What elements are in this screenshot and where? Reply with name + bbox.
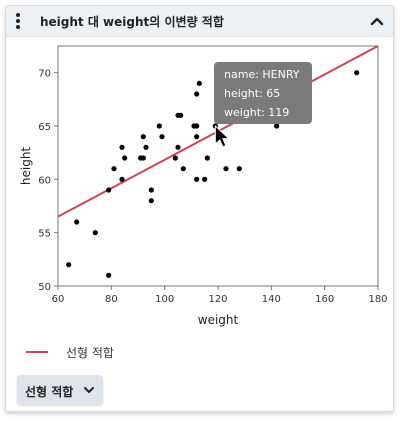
data-point[interactable] [204,155,210,161]
mouse-cursor-icon [214,124,231,148]
x-tick-label: 60 [52,294,65,305]
x-tick-label: 140 [262,294,281,305]
data-point[interactable] [74,219,80,225]
x-tick-label: 100 [155,294,174,305]
data-point[interactable] [119,144,125,150]
x-tick-label: 180 [368,294,387,305]
y-axis-label: height [19,147,33,186]
scatter-chart: 60 80 100 120 140 160 180 50 55 60 65 70 name: HENR… [19,45,388,327]
y-tick-label: 60 [38,175,51,186]
data-point[interactable] [106,187,112,193]
data-point[interactable] [159,134,165,140]
data-point[interactable] [140,155,146,161]
x-tick-label: 120 [208,294,227,305]
bivariate-fit-panel: height 대 weight의 이변량 적합 60 80 100 120 140 160… [5,5,394,412]
y-tick-label: 70 [38,69,51,80]
more-options-icon[interactable] [12,12,24,30]
data-point[interactable] [106,272,112,278]
data-point[interactable] [202,176,208,182]
data-point[interactable] [274,123,280,129]
panel-title: height 대 weight의 이변량 적합 [40,15,224,29]
y-tick-label: 50 [38,282,51,293]
data-point[interactable] [354,70,360,76]
data-point[interactable] [194,176,200,182]
data-point[interactable] [92,230,98,236]
data-point[interactable] [180,166,186,172]
x-axis-label: weight [198,313,239,327]
chevron-up-icon[interactable] [369,13,385,29]
tooltip-box [214,62,312,124]
panel-header: height 대 weight의 이변량 적합 [6,6,393,37]
y-tick-label: 65 [38,122,51,133]
data-point[interactable] [111,166,117,172]
fit-type-dropdown-label: 선형 적합 [25,385,74,399]
data-point[interactable] [140,134,146,140]
data-point[interactable] [236,166,242,172]
data-point[interactable] [156,123,162,129]
data-point[interactable] [178,112,184,118]
data-point[interactable] [172,155,178,161]
legend-label-fit: 선형 적합 [66,346,114,360]
data-point[interactable] [148,187,154,193]
legend-swatch-fit [26,351,48,353]
data-point[interactable] [148,198,154,204]
data-point[interactable] [66,262,72,268]
data-point[interactable] [175,144,181,150]
fit-type-dropdown[interactable]: 선형 적합 [17,375,103,405]
data-point[interactable] [119,176,125,182]
data-point[interactable] [122,155,128,161]
chevron-down-icon [84,387,94,393]
y-tick-label: 55 [38,229,51,240]
data-point[interactable] [194,91,200,97]
data-point[interactable] [223,166,229,172]
data-point[interactable] [196,80,202,86]
tooltip-height-text: height: 65 [224,87,280,100]
data-point[interactable] [194,134,200,140]
tooltip-weight-text: weight: 119 [224,106,289,119]
x-tick-label: 80 [105,294,118,305]
data-point[interactable] [143,144,149,150]
tooltip-name-text: name: HENRY [224,68,300,81]
data-point[interactable] [194,123,200,129]
x-tick-label: 160 [315,294,334,305]
